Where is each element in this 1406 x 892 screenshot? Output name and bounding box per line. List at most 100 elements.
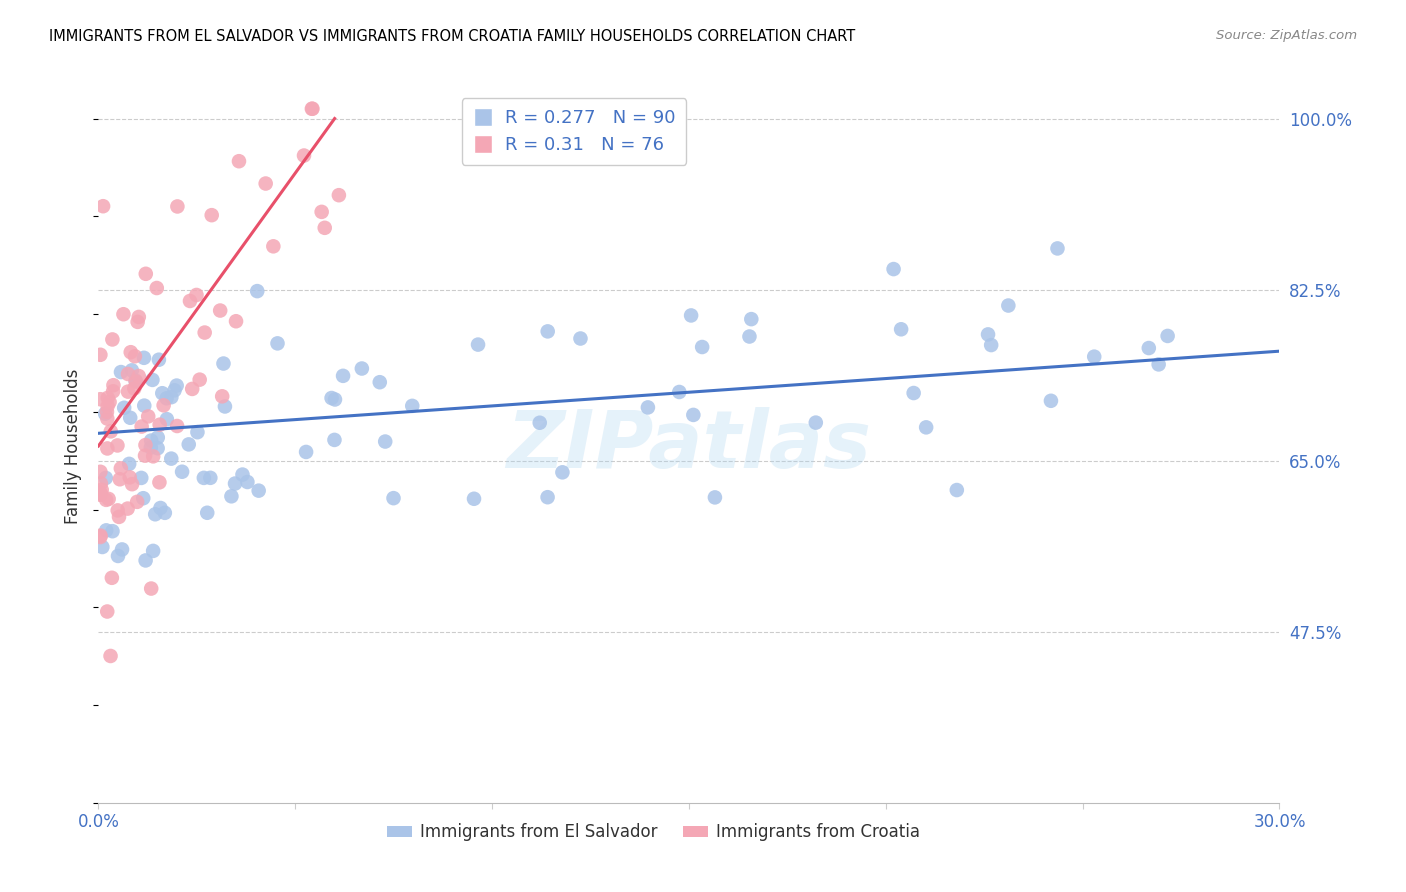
- Point: [96, 492, 118, 507]
- Point: [156, 392, 179, 406]
- Point: [209, 303, 232, 318]
- Point: [668, 384, 690, 399]
- Point: [127, 495, 149, 509]
- Point: [1046, 242, 1069, 256]
- Point: [254, 177, 277, 191]
- Point: [186, 425, 208, 440]
- Point: [181, 382, 204, 396]
- Point: [143, 508, 166, 522]
- Point: [1156, 329, 1178, 343]
- Point: [321, 391, 343, 405]
- Point: [690, 340, 713, 354]
- Point: [91, 199, 114, 213]
- Point: [536, 490, 558, 504]
- Point: [152, 398, 174, 412]
- Point: [569, 331, 592, 345]
- Point: [224, 476, 246, 491]
- Point: [110, 365, 132, 379]
- Point: [537, 325, 560, 339]
- Point: [166, 199, 188, 213]
- Point: [804, 416, 827, 430]
- Point: [246, 284, 269, 298]
- Point: [149, 500, 172, 515]
- Point: [172, 465, 194, 479]
- Point: [89, 348, 111, 362]
- Point: [134, 438, 156, 452]
- Point: [111, 542, 134, 557]
- Y-axis label: Family Households: Family Households: [65, 368, 83, 524]
- Point: [132, 491, 155, 506]
- Point: [132, 351, 155, 365]
- Point: [96, 442, 118, 456]
- Point: [156, 412, 179, 426]
- Point: [124, 381, 146, 395]
- Point: [94, 407, 117, 421]
- Point: [1083, 350, 1105, 364]
- Point: [214, 400, 236, 414]
- Point: [90, 528, 112, 542]
- Point: [136, 409, 159, 424]
- Point: [97, 399, 120, 413]
- Point: [91, 540, 114, 554]
- Point: [188, 373, 211, 387]
- Point: [89, 530, 111, 544]
- Point: [97, 391, 120, 405]
- Point: [225, 314, 247, 328]
- Point: [186, 288, 208, 302]
- Point: [118, 470, 141, 484]
- Point: [703, 491, 725, 505]
- Point: [323, 392, 346, 407]
- Point: [124, 374, 146, 388]
- Point: [142, 544, 165, 558]
- Legend: Immigrants from El Salvador, Immigrants from Croatia: Immigrants from El Salvador, Immigrants …: [380, 817, 927, 848]
- Point: [124, 349, 146, 363]
- Point: [129, 471, 152, 485]
- Point: [1137, 341, 1160, 355]
- Point: [150, 386, 173, 401]
- Point: [153, 506, 176, 520]
- Point: [117, 501, 139, 516]
- Point: [121, 477, 143, 491]
- Point: [96, 405, 118, 419]
- Point: [374, 434, 396, 449]
- Point: [382, 491, 405, 505]
- Point: [323, 433, 346, 447]
- Point: [101, 571, 124, 585]
- Point: [97, 491, 120, 506]
- Point: [112, 401, 135, 415]
- Point: [108, 509, 131, 524]
- Point: [146, 281, 169, 295]
- Point: [1039, 393, 1062, 408]
- Text: ZIPatlas: ZIPatlas: [506, 407, 872, 485]
- Point: [128, 310, 150, 324]
- Point: [90, 486, 112, 500]
- Point: [128, 369, 150, 384]
- Point: [977, 327, 1000, 342]
- Point: [915, 420, 938, 434]
- Point: [179, 293, 201, 308]
- Point: [96, 411, 118, 425]
- Point: [467, 337, 489, 351]
- Point: [101, 524, 124, 539]
- Point: [96, 524, 118, 538]
- Point: [146, 430, 169, 444]
- Point: [221, 489, 243, 503]
- Point: [332, 368, 354, 383]
- Point: [89, 465, 111, 479]
- Point: [103, 378, 125, 392]
- Point: [135, 267, 157, 281]
- Point: [110, 461, 132, 475]
- Point: [100, 425, 122, 439]
- Text: IMMIGRANTS FROM EL SALVADOR VS IMMIGRANTS FROM CROATIA FAMILY HOUSEHOLDS CORRELA: IMMIGRANTS FROM EL SALVADOR VS IMMIGRANT…: [49, 29, 855, 44]
- Point: [148, 352, 170, 367]
- Point: [231, 467, 253, 482]
- Point: [117, 384, 139, 399]
- Point: [120, 410, 142, 425]
- Point: [311, 205, 333, 219]
- Point: [295, 445, 318, 459]
- Point: [141, 582, 163, 596]
- Point: [212, 357, 235, 371]
- Point: [328, 188, 350, 202]
- Point: [946, 483, 969, 497]
- Point: [107, 438, 129, 452]
